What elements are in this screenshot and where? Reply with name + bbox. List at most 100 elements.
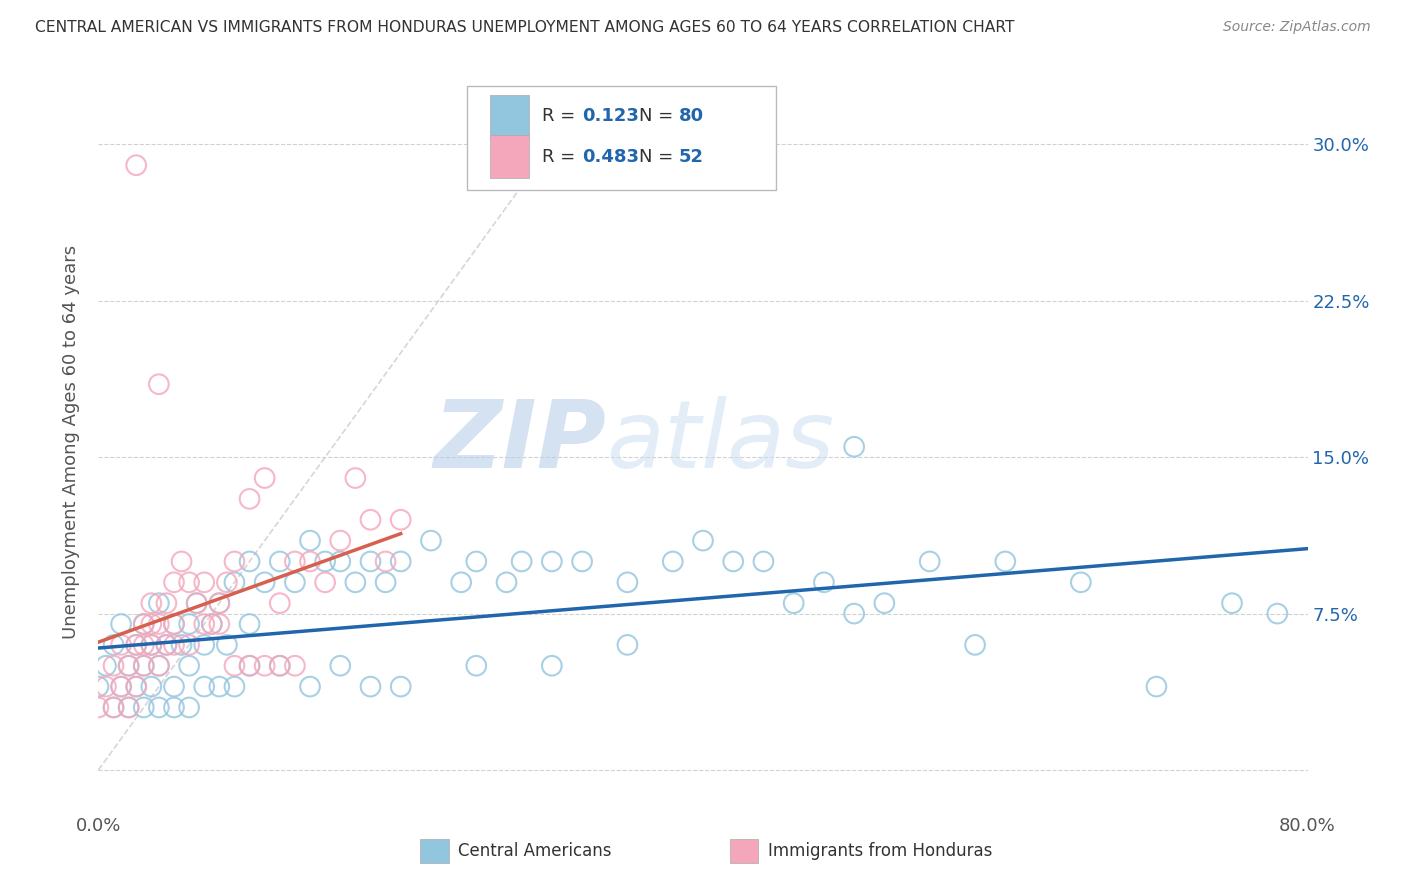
- Point: [125, 680, 148, 694]
- Point: [179, 638, 201, 652]
- Point: [284, 575, 307, 590]
- Point: [87, 680, 110, 694]
- Text: N =: N =: [638, 107, 679, 125]
- FancyBboxPatch shape: [467, 87, 776, 190]
- Point: [360, 513, 382, 527]
- Point: [965, 638, 987, 652]
- Point: [163, 617, 186, 632]
- Point: [224, 575, 246, 590]
- Point: [616, 575, 638, 590]
- Text: atlas: atlas: [606, 396, 835, 487]
- Point: [269, 658, 291, 673]
- Point: [163, 575, 186, 590]
- Point: [179, 617, 201, 632]
- Text: N =: N =: [638, 147, 679, 166]
- Point: [374, 575, 396, 590]
- Point: [239, 554, 262, 568]
- Point: [360, 680, 382, 694]
- Point: [193, 575, 215, 590]
- Point: [299, 680, 322, 694]
- Point: [132, 700, 155, 714]
- FancyBboxPatch shape: [491, 95, 529, 136]
- Point: [148, 700, 170, 714]
- Point: [1220, 596, 1243, 610]
- Point: [148, 658, 170, 673]
- Point: [465, 658, 488, 673]
- Point: [208, 596, 231, 610]
- Point: [495, 575, 517, 590]
- Point: [125, 638, 148, 652]
- Point: [314, 575, 336, 590]
- Point: [103, 700, 125, 714]
- Point: [813, 575, 835, 590]
- Point: [163, 680, 186, 694]
- Point: [193, 680, 215, 694]
- Point: [132, 658, 155, 673]
- Text: CENTRAL AMERICAN VS IMMIGRANTS FROM HONDURAS UNEMPLOYMENT AMONG AGES 60 TO 64 YE: CENTRAL AMERICAN VS IMMIGRANTS FROM HOND…: [35, 20, 1015, 35]
- Point: [299, 554, 322, 568]
- Point: [179, 575, 201, 590]
- Point: [141, 638, 163, 652]
- Point: [253, 658, 276, 673]
- Point: [94, 680, 117, 694]
- Point: [873, 596, 896, 610]
- Point: [118, 700, 141, 714]
- Point: [208, 680, 231, 694]
- Point: [253, 471, 276, 485]
- Point: [215, 638, 238, 652]
- Point: [389, 680, 412, 694]
- Point: [125, 638, 148, 652]
- Point: [179, 658, 201, 673]
- Point: [616, 638, 638, 652]
- Point: [844, 607, 866, 621]
- Point: [148, 377, 170, 392]
- Point: [994, 554, 1017, 568]
- Point: [239, 658, 262, 673]
- Point: [155, 638, 177, 652]
- Point: [450, 575, 472, 590]
- Point: [110, 680, 132, 694]
- Point: [148, 617, 170, 632]
- Point: [344, 575, 367, 590]
- Point: [125, 158, 148, 172]
- Point: [118, 658, 141, 673]
- Point: [186, 596, 208, 610]
- Point: [141, 638, 163, 652]
- Text: 52: 52: [679, 147, 704, 166]
- Point: [103, 700, 125, 714]
- Point: [87, 700, 110, 714]
- Point: [110, 680, 132, 694]
- Point: [110, 617, 132, 632]
- Point: [118, 700, 141, 714]
- Point: [193, 638, 215, 652]
- Point: [148, 596, 170, 610]
- Point: [141, 680, 163, 694]
- Point: [299, 533, 322, 548]
- Point: [329, 554, 352, 568]
- Point: [540, 554, 562, 568]
- Point: [1144, 680, 1167, 694]
- Text: 0.483: 0.483: [582, 147, 640, 166]
- Point: [389, 513, 412, 527]
- Point: [224, 554, 246, 568]
- Point: [723, 554, 745, 568]
- Point: [132, 617, 155, 632]
- Point: [239, 617, 262, 632]
- Text: 80: 80: [679, 107, 704, 125]
- Point: [132, 638, 155, 652]
- Text: R =: R =: [543, 147, 581, 166]
- Text: Source: ZipAtlas.com: Source: ZipAtlas.com: [1223, 20, 1371, 34]
- Text: ZIP: ZIP: [433, 395, 606, 488]
- Point: [170, 638, 193, 652]
- Point: [284, 658, 307, 673]
- Point: [374, 554, 396, 568]
- Point: [918, 554, 941, 568]
- Point: [1267, 607, 1289, 621]
- Point: [170, 554, 193, 568]
- Point: [752, 554, 775, 568]
- Point: [163, 617, 186, 632]
- Point: [360, 554, 382, 568]
- Point: [103, 658, 125, 673]
- Point: [253, 575, 276, 590]
- Point: [163, 700, 186, 714]
